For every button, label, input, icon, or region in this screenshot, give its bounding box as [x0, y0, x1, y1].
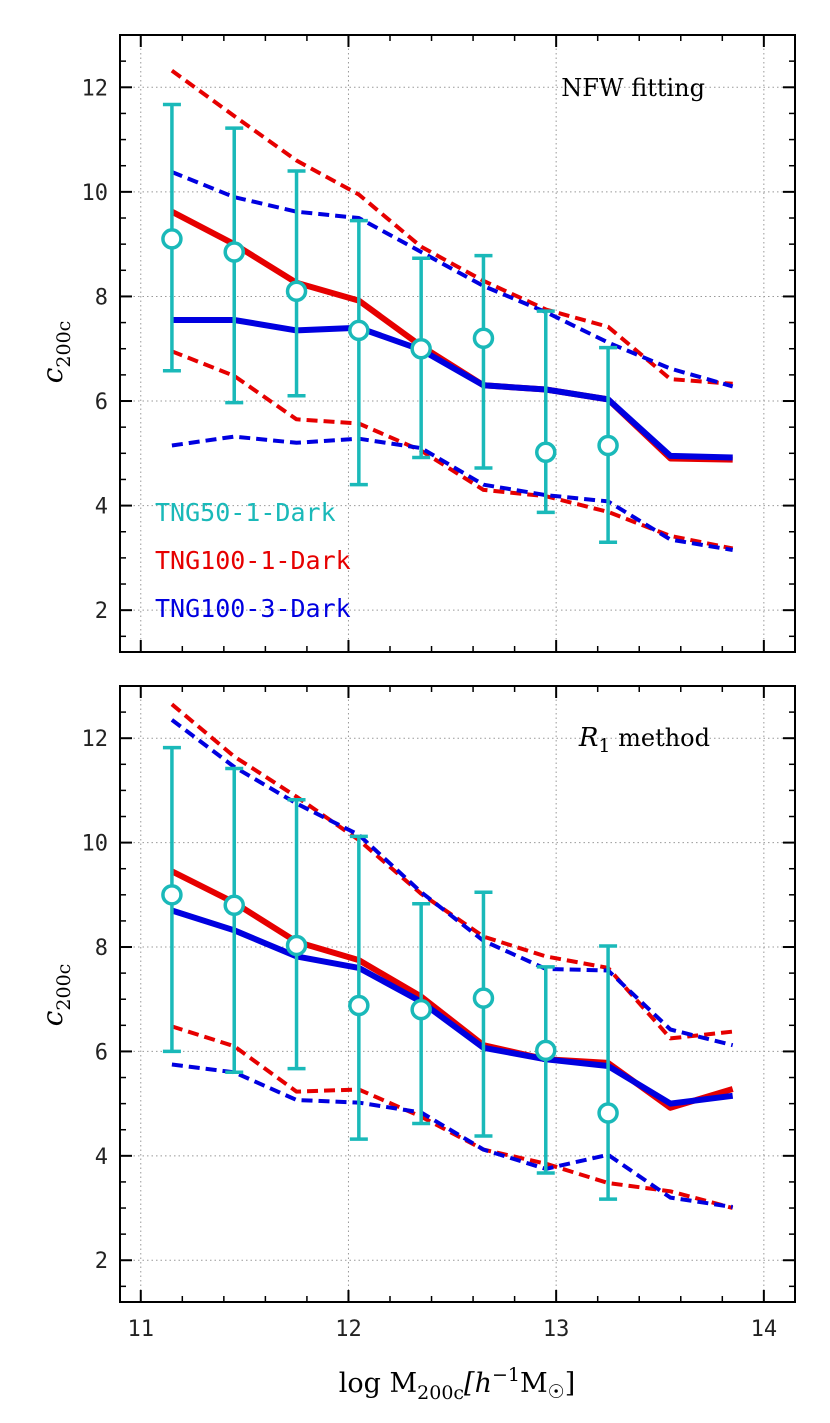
series-line-tng100-1-dark-upper: [170, 702, 733, 1041]
x-tick-label-13: 13: [543, 1317, 570, 1342]
x-tick-labels: 11 12 13 14: [128, 1317, 778, 1342]
data-point-2: [285, 280, 308, 302]
x-tick-label-14: 14: [751, 1317, 778, 1342]
axes-frame-bottom: [119, 685, 796, 1303]
y-tick-label-12: 12: [82, 76, 109, 101]
ticks-top: [120, 35, 795, 652]
data-point-1: [223, 894, 245, 917]
series-top: [170, 68, 734, 552]
y-tick-label-12: 12: [82, 727, 109, 752]
panel-nfw-fitting: 2 4 6 8 10 12 NFW fitting c200c TNG50-1-Dark …: [36, 34, 796, 653]
y-tick-label-10: 10: [82, 832, 109, 857]
panel-title-nfw: NFW fitting: [561, 74, 705, 102]
data-point-4: [410, 998, 432, 1021]
data-point-4: [410, 337, 432, 360]
y-axis-label-top: c200c: [36, 321, 75, 384]
y-tick-label-4: 4: [95, 1145, 108, 1170]
legend-entry-tng50: TNG50-1-Dark: [155, 498, 336, 527]
y-tick-label-8: 8: [95, 936, 108, 961]
y-tick-label-6: 6: [95, 390, 108, 415]
errorbars-bottom: [161, 745, 619, 1201]
series-line-tng100-1-dark-upper: [170, 68, 733, 386]
data-point-3: [348, 994, 370, 1017]
data-point-5: [472, 327, 495, 350]
series-line-tng100-3-dark-upper: [171, 170, 734, 389]
ticks-bottom: [120, 686, 795, 1302]
data-point-7: [597, 1102, 619, 1124]
data-point-0: [161, 228, 183, 250]
legend: TNG50-1-Dark TNG100-1-Dark TNG100-3-Dark: [155, 498, 351, 623]
data-point-6: [535, 1039, 557, 1062]
series-bottom: [170, 702, 734, 1210]
data-point-5: [472, 987, 495, 1009]
series-line-tng100-3-dark-lower: [171, 434, 734, 552]
y-tick-label-2: 2: [95, 599, 108, 624]
panel-title-r1: R1 method: [578, 723, 710, 757]
x-tick-label-11: 11: [128, 1317, 155, 1342]
data-point-6: [535, 441, 557, 464]
errorbars-top: [161, 102, 619, 544]
y-tick-label-6: 6: [95, 1040, 108, 1065]
series-line-tng100-3-dark-lower: [171, 1062, 733, 1209]
legend-entry-tng100-3: TNG100-3-Dark: [155, 594, 351, 623]
series-line-tng100-1-dark-median: [170, 209, 733, 463]
y-tick-label-10: 10: [82, 181, 109, 206]
axes-frame-top: [119, 34, 796, 653]
data-point-1: [223, 241, 245, 263]
y-tick-label-4: 4: [95, 495, 108, 520]
series-line-tng100-1-dark-median: [170, 868, 734, 1111]
grid-bottom: [120, 686, 795, 1302]
series-line-tng100-3-dark-median: [171, 317, 733, 461]
y-tick-labels-top: 2 4 6 8 10 12: [82, 76, 109, 624]
legend-entry-tng100-1: TNG100-1-Dark: [155, 546, 351, 575]
y-tick-label-8: 8: [95, 285, 108, 310]
series-line-tng100-3-dark-median: [170, 907, 734, 1107]
y-axis-label-bottom: c200c: [36, 964, 75, 1027]
series-line-tng100-3-dark-upper: [170, 718, 734, 1048]
y-tick-label-2: 2: [95, 1249, 108, 1274]
x-axis-label: log M200c[h−1M☉]: [339, 1364, 576, 1404]
y-tick-labels-bottom: 2 4 6 8 10 12: [82, 727, 109, 1274]
data-point-0: [161, 884, 183, 906]
panel-r1-method: 2 4 6 8 10 12 R1 method c200c 11 12 13 14: [36, 685, 796, 1342]
data-point-2: [285, 934, 308, 957]
series-line-tng100-1-dark-lower: [171, 1024, 734, 1210]
data-point-3: [348, 319, 370, 342]
data-point-7: [597, 434, 619, 457]
x-tick-label-12: 12: [335, 1317, 362, 1342]
series-line-tng100-1-dark-lower: [171, 349, 734, 551]
